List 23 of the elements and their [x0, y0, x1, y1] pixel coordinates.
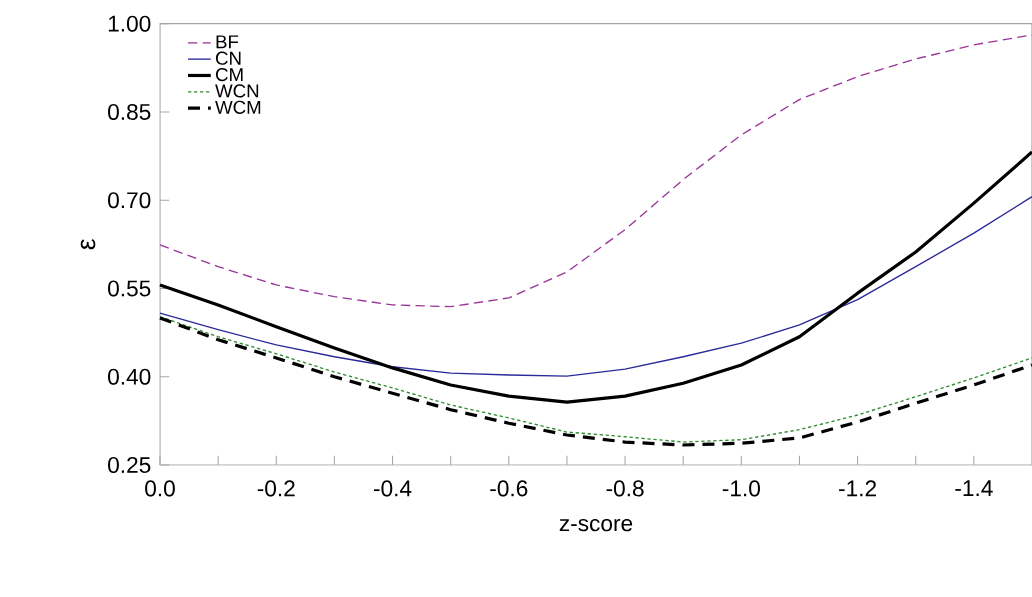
x-tick-label: -1.4: [955, 480, 993, 496]
x-tick-label: -0.4: [374, 480, 412, 497]
legend-label: CM: [215, 67, 243, 82]
y-tick-label: 0.70: [108, 192, 151, 209]
line-series: [159, 196, 1032, 377]
legend-label: WCM: [215, 100, 261, 114]
x-tick-label: 0.0: [145, 480, 175, 497]
y-axis-title: ε: [80, 238, 96, 250]
x-tick-label: -0.6: [490, 480, 528, 497]
y-tick-label: 0.40: [108, 368, 151, 385]
y-tick-label: 0.55: [108, 280, 151, 297]
x-tick-label: -0.2: [257, 480, 295, 497]
legend-label: CN: [215, 51, 241, 65]
x-tick-label: -1.2: [839, 480, 876, 497]
line-series: [158, 150, 1032, 404]
y-tick-label: 1.00: [108, 15, 151, 32]
x-axis-title: z-score: [559, 518, 633, 532]
y-tick-label: 0.25: [108, 456, 151, 474]
legend-label: BF: [216, 35, 239, 49]
x-tick-label: -0.8: [606, 480, 644, 497]
y-tick-label: 0.85: [108, 103, 151, 120]
legend-label: WCN: [215, 84, 259, 98]
x-tick-label: -1.0: [722, 480, 760, 497]
